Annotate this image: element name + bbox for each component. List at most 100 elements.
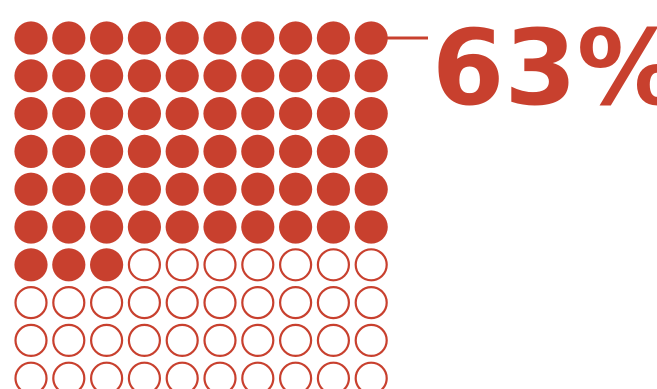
- waffle-dots: [14, 21, 388, 389]
- filled-dot: [241, 134, 275, 168]
- filled-dot: [52, 210, 86, 244]
- filled-dot: [354, 59, 388, 93]
- filled-dot: [165, 210, 199, 244]
- empty-dot: [241, 361, 275, 389]
- empty-dot: [89, 323, 124, 357]
- filled-dot: [279, 97, 313, 131]
- filled-dot: [279, 172, 313, 206]
- filled-dot: [127, 134, 161, 168]
- percentage-label: 63%: [432, 7, 657, 129]
- empty-dot: [165, 361, 199, 389]
- filled-dot: [354, 210, 388, 244]
- filled-dot: [279, 134, 313, 168]
- filled-dot: [127, 21, 161, 55]
- filled-dot: [316, 21, 350, 55]
- filled-dot: [203, 210, 237, 244]
- empty-dot: [354, 286, 388, 320]
- filled-dot: [90, 210, 124, 244]
- empty-dot: [127, 361, 161, 389]
- empty-dot: [241, 323, 275, 357]
- filled-dot: [14, 172, 48, 206]
- empty-dot: [52, 286, 86, 320]
- empty-dot: [354, 323, 388, 357]
- empty-dot: [165, 286, 199, 320]
- filled-dot: [127, 210, 161, 244]
- filled-dot: [354, 97, 388, 131]
- empty-dot: [316, 361, 350, 389]
- empty-dot: [279, 286, 313, 320]
- empty-dot: [127, 286, 161, 320]
- filled-dot: [127, 172, 161, 206]
- filled-dot: [52, 97, 86, 131]
- filled-dot: [316, 59, 350, 93]
- filled-dot: [316, 134, 350, 168]
- filled-dot: [127, 97, 161, 131]
- empty-dot: [241, 286, 275, 320]
- filled-dot: [90, 59, 124, 93]
- empty-dot: [14, 286, 48, 320]
- filled-dot: [279, 21, 313, 55]
- empty-dot: [203, 361, 237, 389]
- filled-dot: [241, 97, 275, 131]
- filled-dot: [354, 21, 388, 55]
- filled-dot: [52, 248, 86, 282]
- filled-dot: [316, 97, 350, 131]
- filled-dot: [203, 59, 237, 93]
- empty-dot: [241, 248, 275, 282]
- filled-dot: [165, 21, 199, 55]
- filled-dot: [165, 97, 199, 131]
- filled-dot: [90, 248, 124, 282]
- empty-dot: [354, 361, 388, 389]
- filled-dot: [203, 97, 237, 131]
- filled-dot: [52, 21, 86, 55]
- filled-dot: [354, 134, 388, 168]
- filled-dot: [203, 172, 237, 206]
- empty-dot: [14, 361, 48, 389]
- filled-dot: [52, 59, 86, 93]
- empty-dot: [279, 361, 313, 389]
- filled-dot: [165, 59, 199, 93]
- filled-dot: [241, 59, 275, 93]
- filled-dot: [127, 59, 161, 93]
- empty-dot: [203, 248, 237, 282]
- filled-dot: [90, 21, 124, 55]
- empty-dot: [89, 286, 124, 320]
- filled-dot: [52, 134, 86, 168]
- empty-dot: [203, 286, 237, 320]
- empty-dot: [316, 286, 350, 320]
- filled-dot: [14, 248, 48, 282]
- filled-dot: [14, 21, 48, 55]
- filled-dot: [203, 134, 237, 168]
- empty-dot: [165, 323, 199, 357]
- empty-dot: [165, 248, 199, 282]
- filled-dot: [90, 134, 124, 168]
- filled-dot: [14, 210, 48, 244]
- filled-dot: [165, 172, 199, 206]
- empty-dot: [316, 248, 350, 282]
- filled-dot: [316, 210, 350, 244]
- empty-dot: [316, 323, 350, 357]
- empty-dot: [127, 323, 161, 357]
- filled-dot: [203, 21, 237, 55]
- filled-dot: [241, 21, 275, 55]
- empty-dot: [354, 248, 388, 282]
- filled-dot: [14, 97, 48, 131]
- filled-dot: [90, 172, 124, 206]
- empty-dot: [90, 361, 124, 389]
- filled-dot: [90, 97, 124, 131]
- empty-dot: [127, 248, 161, 282]
- filled-dot: [52, 172, 86, 206]
- filled-dot: [14, 59, 48, 93]
- filled-dot: [241, 210, 275, 244]
- empty-dot: [52, 361, 86, 389]
- filled-dot: [279, 210, 313, 244]
- empty-dot: [14, 323, 48, 357]
- filled-dot: [241, 172, 275, 206]
- empty-dot: [52, 323, 86, 357]
- filled-dot: [14, 134, 48, 168]
- empty-dot: [279, 248, 313, 282]
- empty-dot: [279, 323, 313, 357]
- filled-dot: [165, 134, 199, 168]
- filled-dot: [279, 59, 313, 93]
- filled-dot: [354, 172, 388, 206]
